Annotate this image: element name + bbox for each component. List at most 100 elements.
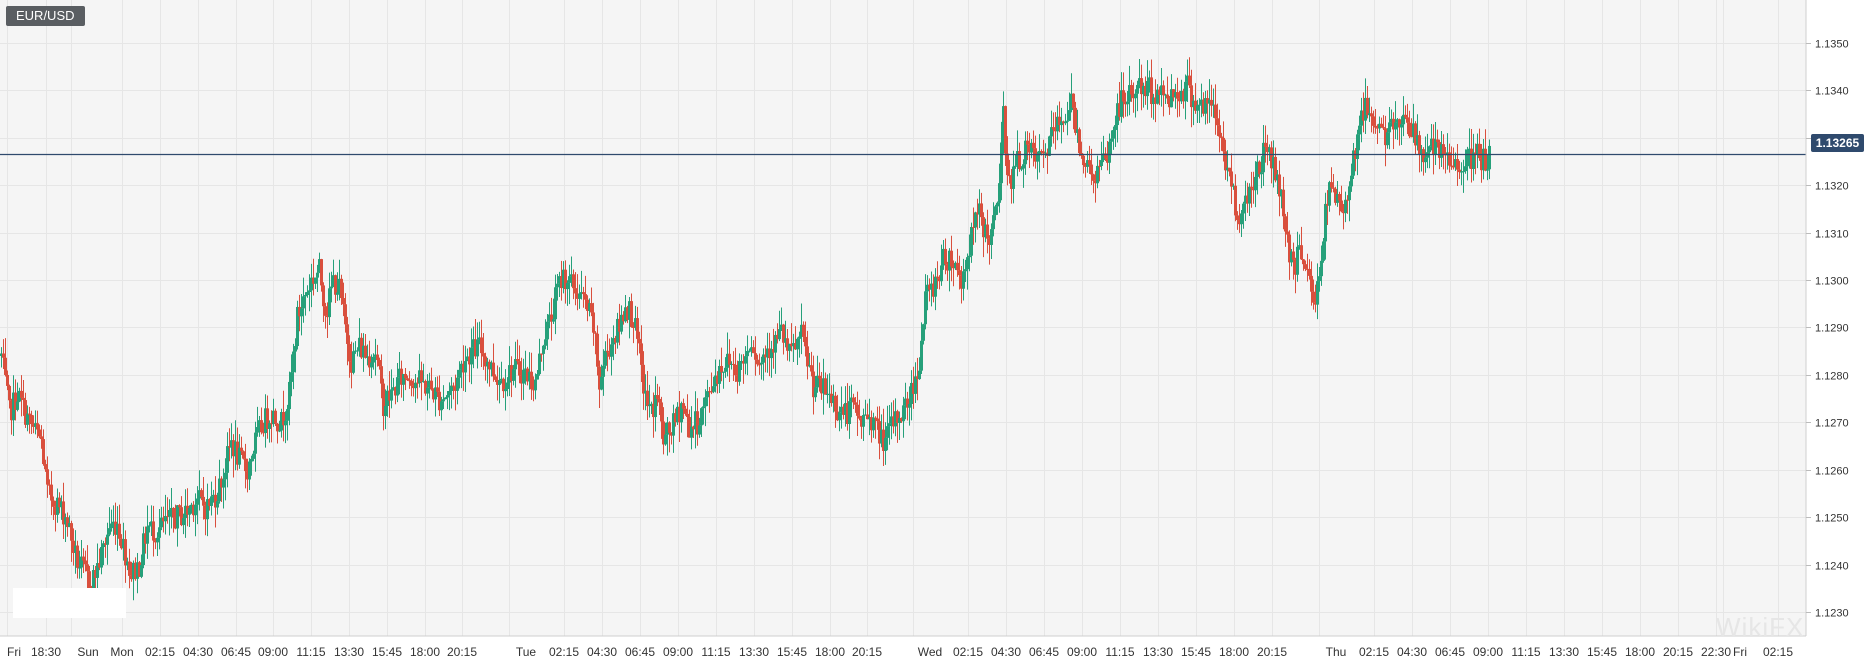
candle-body [6, 374, 9, 386]
candle-body [724, 367, 727, 372]
candle-body [270, 423, 273, 425]
candle-body [302, 296, 305, 309]
candle-body [780, 324, 783, 330]
candle-body [1272, 156, 1275, 169]
candle-body [1164, 94, 1167, 96]
candle-body [1364, 97, 1367, 121]
candle-body [730, 363, 733, 365]
candle-body [490, 362, 493, 370]
candle-body [164, 515, 167, 522]
candle-body [1436, 139, 1439, 143]
candle-body [886, 426, 889, 438]
candle-body [688, 417, 691, 438]
candle-body [1184, 81, 1187, 102]
candle-body [1488, 145, 1491, 170]
candle-body [764, 354, 767, 358]
x-tick-label: 20:15 [1663, 645, 1693, 659]
candle-body [156, 537, 159, 543]
candle-body [320, 259, 323, 286]
candle-body [256, 427, 259, 433]
x-tick-label: 04:30 [1397, 645, 1427, 659]
candle-body [1132, 94, 1135, 99]
candle-body [738, 361, 741, 382]
candle-body [1448, 152, 1451, 166]
candle-body [678, 406, 681, 423]
candle-body [1192, 100, 1195, 108]
candle-body [108, 528, 111, 535]
candle-body [762, 354, 765, 363]
candle-body [706, 391, 709, 398]
candle-body [1076, 129, 1079, 133]
candle-body [106, 534, 109, 545]
candle-body [1344, 199, 1347, 214]
candle-body [1128, 85, 1131, 102]
candle-body [28, 413, 31, 415]
candle-body [1324, 203, 1327, 242]
candle-body [370, 362, 373, 368]
candle-body [466, 356, 469, 362]
x-tick-label: 18:30 [31, 645, 61, 659]
candle-body [358, 337, 361, 351]
candle-body [1090, 164, 1093, 175]
candle-body [1024, 140, 1027, 165]
candle-body [36, 423, 39, 430]
candle-body [516, 358, 519, 362]
candle-body [816, 375, 819, 388]
candle-body [1412, 123, 1415, 137]
candle-body [890, 416, 893, 424]
candle-body [400, 368, 403, 385]
candle-body [944, 248, 947, 265]
candle-body [826, 394, 829, 396]
candle-body [1242, 203, 1245, 214]
candle-body [208, 499, 211, 506]
candle-body [248, 461, 251, 480]
candle-body [850, 397, 853, 402]
candle-body [578, 293, 581, 299]
candle-body [364, 345, 367, 358]
candle-body [1150, 77, 1153, 105]
candle-body [1254, 176, 1257, 191]
candle-body [334, 275, 337, 295]
candle-body [750, 347, 753, 351]
x-tick-label: 06:45 [625, 645, 655, 659]
candle-body [390, 389, 393, 401]
candle-body [482, 353, 485, 357]
candle-body [830, 393, 833, 404]
candle-body [1388, 122, 1391, 133]
candle-body [210, 496, 213, 506]
x-tick-label: 02:15 [1359, 645, 1389, 659]
candle-body [432, 389, 435, 400]
candle-body [1480, 158, 1483, 171]
candle-body [1382, 127, 1385, 129]
candle-body [388, 390, 391, 401]
candle-body [804, 336, 807, 347]
candle-body [1308, 268, 1311, 276]
candle-body [754, 353, 757, 360]
x-tick-label: Fri [1733, 645, 1747, 659]
x-tick-label: 06:45 [1435, 645, 1465, 659]
candle-body [1346, 199, 1349, 201]
candle-body [1294, 259, 1297, 275]
candle-body [916, 376, 919, 380]
candle-body [440, 401, 443, 411]
candle-body [950, 250, 953, 267]
candle-body [892, 416, 895, 427]
symbol-label[interactable]: EUR/USD [6, 6, 85, 26]
candle-body [842, 406, 845, 415]
x-tick-label: 04:30 [587, 645, 617, 659]
candle-body [668, 422, 671, 433]
candle-body [1102, 153, 1105, 161]
candle-body [1118, 103, 1121, 117]
candle-body [360, 337, 363, 358]
candle-body [16, 401, 19, 410]
x-axis-ticks: Fri 18:30 Sun Mon 02:15 04:30 06:45 09:00 11:15 1… [7, 645, 1793, 659]
candle-body [322, 285, 325, 307]
candle-body [1460, 171, 1463, 173]
candle-body [314, 277, 317, 284]
candle-body [758, 364, 761, 366]
candle-body [1466, 149, 1469, 167]
candle-body [146, 526, 149, 544]
candle-body [1240, 213, 1243, 225]
